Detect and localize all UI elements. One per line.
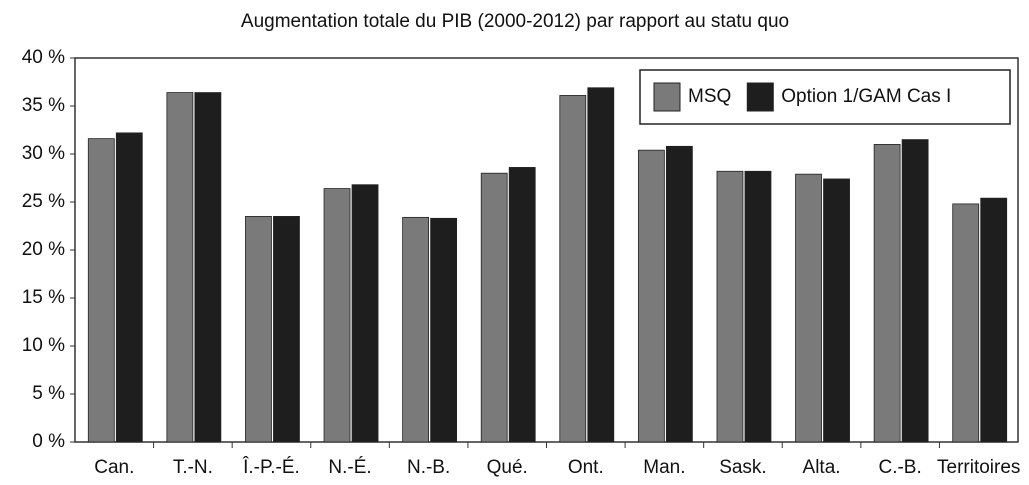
y-tick-label: 35 % <box>22 95 65 116</box>
x-tick-label: Î.-P.-É. <box>242 456 300 478</box>
bar <box>194 92 222 443</box>
y-tick-label: 30 % <box>22 143 65 164</box>
bar <box>795 173 822 443</box>
bar <box>480 172 508 443</box>
x-tick-label: Can. <box>94 457 134 478</box>
bar <box>665 145 693 443</box>
bar <box>980 197 1008 443</box>
bar <box>351 184 379 443</box>
x-tick-label: Ont. <box>568 457 604 478</box>
x-tick-label: Territoires <box>937 457 1020 478</box>
bar <box>508 167 536 443</box>
legend-swatch <box>746 82 774 112</box>
y-tick-label: 10 % <box>22 335 65 356</box>
x-tick-label: Sask. <box>719 457 767 478</box>
x-tick-label: Alta. <box>803 457 841 478</box>
y-tick-label: 40 % <box>22 47 65 68</box>
y-tick-label: 25 % <box>22 191 65 212</box>
bar <box>637 149 665 443</box>
y-tick-label: 5 % <box>32 383 65 404</box>
x-tick-label: C.-B. <box>878 457 921 478</box>
y-tick-label: 15 % <box>22 287 65 308</box>
x-tick-label: T.-N. <box>173 457 213 478</box>
y-tick-label: 20 % <box>22 239 65 260</box>
bar <box>402 216 430 443</box>
bar <box>87 138 115 443</box>
bar <box>115 132 143 443</box>
bar <box>245 215 272 443</box>
bar <box>716 170 744 443</box>
x-tick-label: N.-B. <box>407 457 450 478</box>
legend-swatch <box>653 82 681 112</box>
bar <box>559 95 587 443</box>
bar <box>823 178 850 443</box>
bar <box>587 87 615 443</box>
chart-title: Augmentation totale du PIB (2000-2012) p… <box>241 11 789 32</box>
bar <box>744 170 772 443</box>
legend-label: MSQ <box>688 86 731 107</box>
bar <box>430 217 458 443</box>
bar <box>873 143 901 443</box>
y-tick-label: 0 % <box>32 431 65 452</box>
bar <box>952 203 980 443</box>
bar <box>166 92 194 443</box>
x-tick-label: N.-É. <box>328 457 371 478</box>
x-tick-label: Man. <box>643 457 685 478</box>
legend-box <box>639 69 1011 125</box>
x-tick-label: Qué. <box>487 457 528 478</box>
bar <box>273 215 300 443</box>
legend-label: Option 1/GAM Cas I <box>781 86 951 107</box>
bar <box>901 139 929 443</box>
bar <box>323 188 351 443</box>
